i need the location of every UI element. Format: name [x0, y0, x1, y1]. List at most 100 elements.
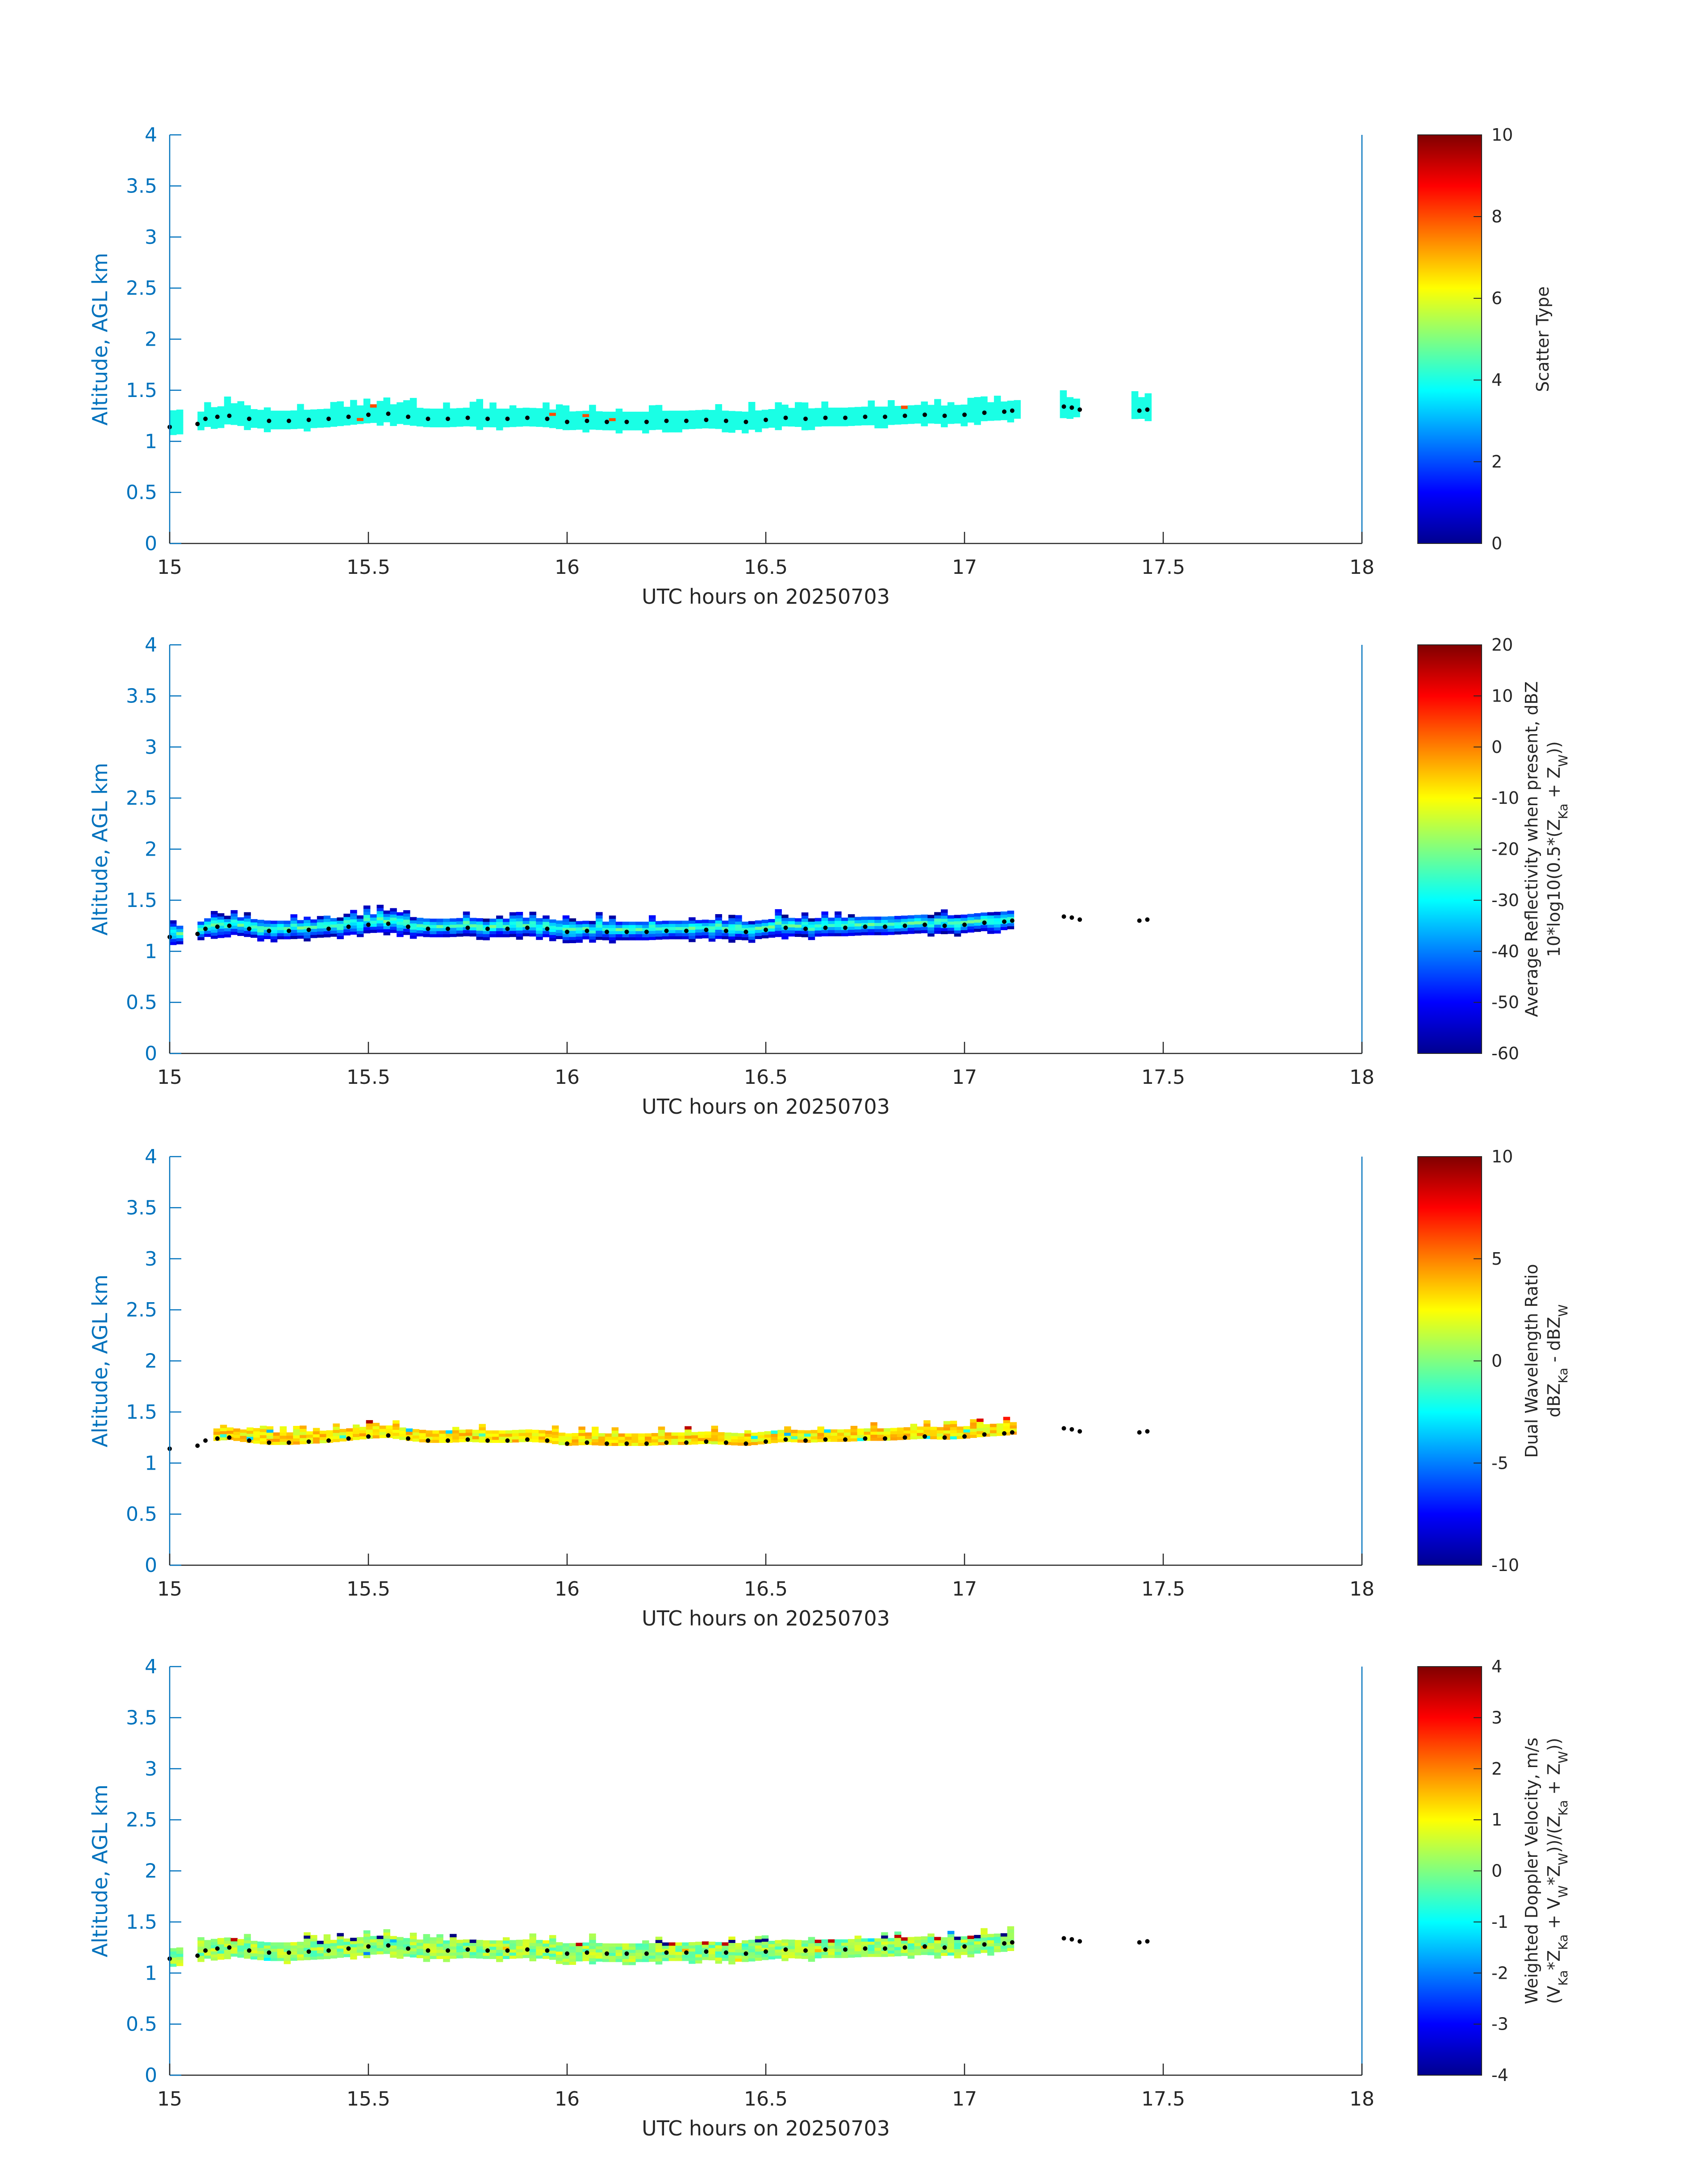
heatmap-cell: [589, 936, 596, 940]
heatmap-cell: [317, 418, 324, 422]
heatmap-cell: [479, 1433, 486, 1437]
heatmap-cell: [197, 418, 205, 421]
heatmap-cell: [748, 930, 756, 934]
heatmap-cell: [668, 429, 676, 433]
heatmap-cell: [888, 919, 895, 923]
heatmap-cell: [452, 1430, 459, 1433]
heatmap-cell: [655, 1958, 663, 1962]
heatmap-cell: [505, 1436, 513, 1440]
heatmap-cell: [310, 1953, 317, 1957]
heatmap-cell: [728, 1943, 735, 1946]
heatmap-cell: [337, 1945, 344, 1949]
heatmap-cell: [304, 1938, 311, 1942]
heatmap-cell: [436, 919, 443, 922]
heatmap-cell: [233, 1434, 240, 1438]
heatmap-cell: [947, 1934, 955, 1938]
heatmap-cell: [357, 921, 364, 925]
heatmap-cell: [551, 1437, 559, 1441]
heatmap-cell: [808, 933, 815, 937]
heatmap-cell: [350, 1953, 357, 1957]
heatmap-cell: [835, 1942, 842, 1946]
heatmap-cell: [910, 1424, 917, 1427]
heatmap-cell: [868, 422, 875, 426]
heatmap-cell: [697, 1441, 705, 1444]
heatmap-cell: [217, 409, 225, 413]
heatmap-cell: [536, 1955, 543, 1959]
heatmap-cell: [589, 927, 596, 931]
heatmap-cell: [224, 1950, 231, 1953]
heatmap-cell: [722, 920, 729, 924]
cloud-base-point: [306, 1949, 311, 1954]
heatmap-cell: [821, 915, 828, 918]
heatmap-cell: [675, 1951, 682, 1955]
heatmap-cell: [569, 1952, 576, 1956]
heatmap-cell: [273, 1438, 280, 1442]
heatmap-cell: [383, 1941, 390, 1945]
heatmap-cell: [469, 411, 477, 414]
heatmap-cell: [861, 923, 869, 926]
cloud-base-point: [1010, 918, 1015, 923]
heatmap-cell: [317, 928, 324, 932]
heatmap-cell: [323, 922, 331, 925]
heatmap-cell: [569, 921, 576, 925]
heatmap-cell: [775, 918, 782, 922]
heatmap-cell: [217, 919, 225, 923]
heatmap-cell: [1010, 1425, 1017, 1429]
heatmap-cell: [284, 936, 291, 940]
heatmap-cell: [735, 426, 742, 430]
heatmap-cell: [516, 417, 523, 421]
heatmap-cell: [297, 935, 304, 939]
heatmap-cell: [1000, 1933, 1008, 1937]
heatmap-cell: [742, 1940, 749, 1944]
heatmap-cell: [678, 1435, 685, 1439]
heatmap-cell: [897, 1427, 904, 1431]
heatmap-cell: [941, 931, 948, 934]
heatmap-cell: [290, 1954, 297, 1958]
y-tick-label: 1: [145, 940, 157, 963]
heatmap-cell: [330, 1939, 338, 1943]
heatmap-cell: [828, 423, 835, 426]
heatmap-cell: [921, 1951, 928, 1955]
heatmap-cell: [837, 1435, 844, 1439]
heatmap-cell: [795, 414, 802, 418]
heatmap-cell: [715, 920, 722, 924]
heatmap-cell: [748, 1939, 756, 1943]
x-tick-label: 17: [952, 1066, 977, 1089]
heatmap-cell: [376, 410, 384, 414]
x-tick-label: 15.5: [347, 1066, 390, 1089]
heatmap-cell: [211, 917, 218, 921]
heatmap-cell: [509, 1949, 517, 1953]
heatmap-cell: [224, 1943, 231, 1947]
heatmap-cell: [668, 420, 676, 423]
heatmap-cell: [821, 401, 828, 405]
heatmap-cell: [383, 910, 390, 914]
heatmap-cell: [253, 1431, 260, 1435]
heatmap-cell: [251, 1950, 258, 1954]
heatmap-cell: [1138, 403, 1145, 407]
heatmap-cell: [317, 931, 324, 935]
heatmap-cell: [310, 935, 317, 938]
heatmap-cell: [233, 1431, 240, 1435]
heatmap-cell: [204, 924, 211, 928]
heatmap-cell: [549, 922, 556, 926]
heatmap-cell: [397, 912, 404, 916]
heatmap-cell: [996, 1426, 1004, 1430]
heatmap-cell: [649, 418, 656, 421]
heatmap-cell: [828, 1942, 835, 1946]
heatmap-cell: [576, 414, 583, 418]
heatmap-cell: [715, 419, 722, 423]
heatmap-cell: [416, 1939, 424, 1943]
heatmap-cell: [270, 417, 278, 420]
heatmap-cell: [702, 1947, 709, 1951]
heatmap-cell: [300, 1432, 307, 1435]
heatmap-cell: [994, 414, 1001, 418]
heatmap-cell: [611, 1442, 619, 1446]
cloud-base-point: [545, 1948, 550, 1953]
heatmap-cell: [197, 937, 205, 940]
heatmap-cell: [576, 930, 583, 934]
heatmap-cell: [977, 1428, 984, 1431]
heatmap-cell: [702, 926, 709, 929]
cloud-base-point: [923, 1944, 927, 1949]
heatmap-cell: [220, 1431, 227, 1434]
heatmap-cell: [376, 905, 384, 908]
